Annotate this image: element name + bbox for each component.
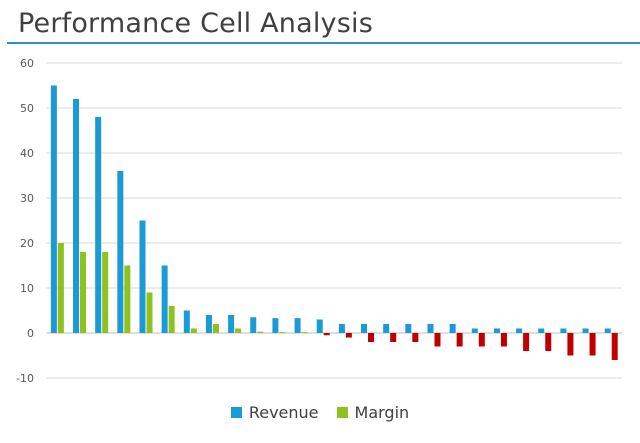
margin-bar — [456, 333, 463, 347]
margin-bar — [611, 333, 618, 360]
margin-bar — [80, 252, 87, 333]
margin-bar — [323, 333, 330, 336]
margin-bar — [478, 333, 485, 347]
margin-bar — [412, 333, 419, 342]
legend-item-margin: Margin — [336, 403, 410, 422]
revenue-bar — [493, 328, 500, 333]
revenue-bar — [516, 328, 523, 333]
margin-bar — [301, 332, 308, 333]
margin-bar — [124, 265, 131, 333]
bar-chart: -10 0 10 20 30 40 50 60 — [16, 57, 622, 385]
margin-bar — [257, 331, 264, 333]
legend: Revenue Margin — [0, 403, 640, 422]
revenue-bar — [294, 318, 301, 333]
revenue-bar — [405, 324, 412, 333]
revenue-bar — [272, 318, 279, 333]
margin-bar — [212, 324, 219, 333]
y-tick-label: 20 — [20, 237, 34, 250]
revenue-bar — [73, 99, 80, 333]
legend-label: Margin — [354, 403, 410, 422]
legend-swatch — [230, 407, 242, 418]
revenue-bar — [183, 310, 190, 333]
margin-bar — [567, 333, 574, 356]
bars — [50, 85, 618, 360]
revenue-bar — [316, 319, 323, 333]
y-tick-label: 10 — [20, 282, 34, 295]
revenue-bar — [471, 328, 478, 333]
revenue-bar — [117, 171, 124, 333]
revenue-bar — [161, 265, 168, 333]
margin-bar — [235, 328, 242, 333]
revenue-bar — [205, 315, 212, 333]
revenue-bar — [449, 324, 456, 333]
revenue-bar — [582, 328, 589, 333]
title-underline — [7, 42, 640, 44]
revenue-bar — [604, 328, 611, 333]
revenue-bar — [538, 328, 545, 333]
y-tick-label: 60 — [20, 57, 34, 70]
legend-swatch — [336, 407, 348, 418]
legend-item-revenue: Revenue — [230, 403, 319, 422]
margin-bar — [168, 306, 175, 333]
revenue-bar — [95, 117, 102, 333]
revenue-bar — [361, 324, 368, 333]
margin-bar — [190, 328, 197, 333]
margin-bar — [545, 333, 552, 351]
legend-label: Revenue — [248, 403, 319, 422]
y-tick-label: 0 — [27, 327, 34, 340]
margin-bar — [390, 333, 397, 342]
revenue-bar — [228, 315, 235, 333]
revenue-bar — [383, 324, 390, 333]
margin-bar — [523, 333, 530, 351]
revenue-bar — [139, 220, 146, 333]
gridlines — [46, 62, 622, 379]
revenue-bar — [338, 324, 345, 333]
y-tick-label: -10 — [16, 372, 34, 385]
margin-bar — [434, 333, 441, 347]
margin-bar — [279, 332, 286, 333]
y-tick-label: 40 — [20, 147, 34, 160]
revenue-bar — [560, 328, 567, 333]
revenue-bar — [250, 317, 257, 333]
margin-bar — [368, 333, 375, 342]
margin-bar — [500, 333, 507, 347]
y-axis: -10 0 10 20 30 40 50 60 — [16, 57, 34, 385]
margin-bar — [345, 333, 352, 338]
margin-bar — [589, 333, 596, 356]
revenue-bar — [427, 324, 434, 333]
chart-title: Performance Cell Analysis — [18, 8, 373, 39]
y-tick-label: 30 — [20, 192, 34, 205]
margin-bar — [57, 243, 64, 333]
y-tick-label: 50 — [20, 102, 34, 115]
margin-bar — [102, 252, 109, 333]
margin-bar — [146, 292, 153, 333]
revenue-bar — [50, 85, 57, 333]
